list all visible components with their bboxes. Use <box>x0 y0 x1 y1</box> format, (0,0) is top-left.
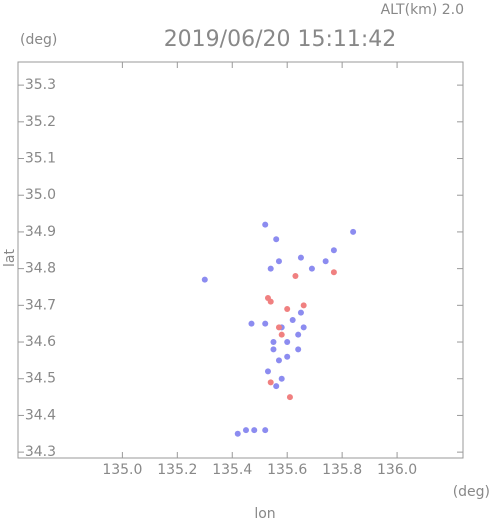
echo-point <box>330 247 337 254</box>
echo-point <box>234 430 241 437</box>
x-unit: (deg) <box>453 484 490 500</box>
echo-point <box>330 269 337 276</box>
echo-point <box>201 276 208 283</box>
echo-point <box>264 294 271 301</box>
echo-point <box>289 317 296 324</box>
echo-point <box>286 394 293 401</box>
y-tick-label: 34.6 <box>25 334 56 350</box>
echo-point <box>270 339 277 346</box>
x-tick-label: 135.8 <box>322 462 362 478</box>
y-tick-label: 34.7 <box>25 297 56 313</box>
echo-point <box>350 228 357 235</box>
echo-point <box>262 221 269 228</box>
echo-point <box>292 272 299 279</box>
echo-point <box>308 265 315 272</box>
x-tick-label: 135.4 <box>212 462 252 478</box>
chart-title: 2019/06/20 15:11:42 <box>164 27 397 52</box>
echo-point <box>278 331 285 338</box>
altitude: ALT(km) 2.0 <box>381 2 464 18</box>
y-tick-label: 34.5 <box>25 371 56 387</box>
echo-point <box>284 339 291 346</box>
echo-point <box>295 331 302 338</box>
echo-point <box>270 346 277 353</box>
echo-point <box>284 305 291 312</box>
echo-point <box>284 353 291 360</box>
echo-point <box>262 427 269 434</box>
echo-point <box>275 324 282 331</box>
echo-point <box>275 357 282 364</box>
y-tick-label: 35.2 <box>25 114 56 130</box>
x-tick-label: 135.6 <box>267 462 307 478</box>
y-tick-label: 35.3 <box>25 77 56 93</box>
y-tick-label: 34.3 <box>25 444 56 460</box>
x-axis-label: lon <box>254 506 275 521</box>
echo-point <box>300 302 307 309</box>
echo-point <box>267 265 274 272</box>
echo-point <box>267 379 274 386</box>
echo-point <box>273 383 280 390</box>
y-unit: (deg) <box>20 32 57 48</box>
y-tick-label: 34.4 <box>25 407 56 423</box>
echo-point <box>300 324 307 331</box>
echo-point <box>251 427 258 434</box>
echo-point <box>278 375 285 382</box>
y-axis-label: lat <box>2 249 18 267</box>
y-tick-label: 35.1 <box>25 151 56 167</box>
x-tick-label: 135.2 <box>157 462 197 478</box>
echo-point <box>262 320 269 327</box>
echo-point <box>242 427 249 434</box>
echo-point <box>322 258 329 265</box>
plot-frame <box>17 61 464 459</box>
x-tick-label: 136.0 <box>377 462 417 478</box>
echo-point <box>295 346 302 353</box>
echo-point <box>248 320 255 327</box>
x-tick-label: 135.0 <box>102 462 142 478</box>
y-tick-label: 34.9 <box>25 224 56 240</box>
echo-point <box>264 368 271 375</box>
echo-point <box>275 258 282 265</box>
y-tick-label: 34.8 <box>25 261 56 277</box>
echo-point <box>297 309 304 316</box>
echo-point <box>297 254 304 261</box>
echo-point <box>273 236 280 243</box>
y-tick-label: 35.0 <box>25 187 56 203</box>
